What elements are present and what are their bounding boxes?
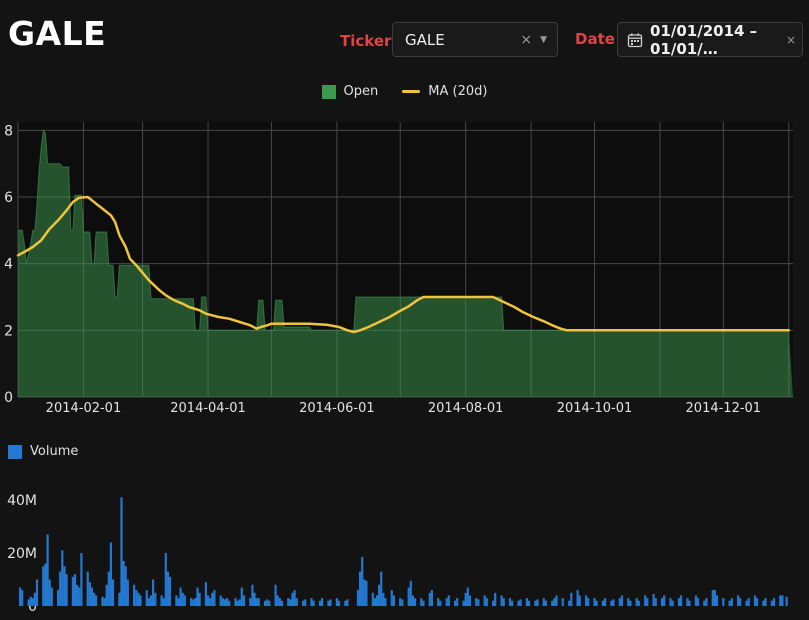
ticker-select-value: GALE [405,30,445,49]
ma-legend-label: MA (20d) [428,84,488,99]
svg-text:2014-04-01: 2014-04-01 [170,401,246,416]
svg-text:2014-02-01: 2014-02-01 [46,401,122,416]
ma-swatch [402,90,421,93]
open-legend-label: Open [343,84,379,99]
date-range-picker[interactable]: 01/01/2014 – 01/01/… × [617,21,803,58]
ticker-select[interactable]: GALE × ▼ [392,22,558,57]
open-swatch [321,84,336,99]
price-chart[interactable]: 0 2 4 6 8 2014-02-01 2014-04-01 2014-06-01 2014-… [0,118,809,418]
date-range-value: 01/01/2014 – 01/01/… [650,21,758,58]
svg-text:2: 2 [4,323,13,339]
date-clear-icon[interactable]: × [785,32,796,47]
svg-text:2014-10-01: 2014-10-01 [557,401,633,416]
volume-chart[interactable]: 0 20M 40M [0,470,809,620]
legend-item-volume[interactable]: Volume [8,444,78,459]
svg-text:2014-08-01: 2014-08-01 [428,401,504,416]
svg-text:2014-12-01: 2014-12-01 [686,401,762,416]
svg-text:8: 8 [4,123,13,139]
volume-swatch [8,444,22,459]
chevron-down-icon[interactable]: ▼ [540,34,547,45]
svg-text:2014-06-01: 2014-06-01 [299,401,375,416]
svg-text:0: 0 [4,390,13,406]
calendar-icon [618,32,643,48]
date-label: Date [575,30,615,48]
legend-item-ma[interactable]: MA (20d) [402,84,487,99]
clear-icon[interactable]: × [520,31,533,48]
page-title: GALE [8,14,107,53]
volume-legend-label: Volume [30,444,79,459]
svg-text:20M: 20M [7,546,37,562]
svg-text:0: 0 [28,599,37,615]
price-legend: Open MA (20d) [0,84,809,99]
ticker-label: Ticker* [340,30,398,50]
svg-text:6: 6 [4,190,13,206]
svg-text:40M: 40M [7,493,37,509]
svg-text:4: 4 [4,257,13,273]
legend-item-open[interactable]: Open [321,84,379,99]
